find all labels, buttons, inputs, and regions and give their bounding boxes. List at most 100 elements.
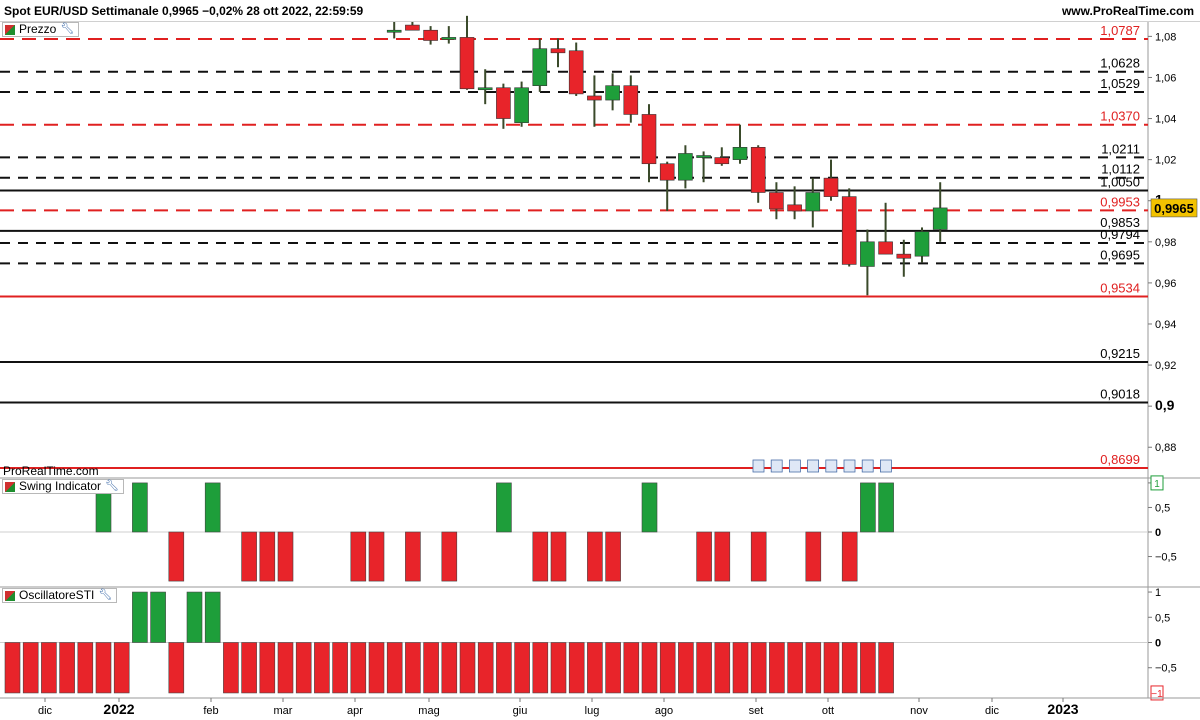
oscillator-bar: [878, 642, 894, 694]
price-panel-label: Prezzo: [19, 22, 57, 36]
oscillator-last-marker: [1150, 685, 1164, 701]
oscillator-panel-tab[interactable]: OscillatoreSTI 🔧︎: [2, 588, 118, 603]
level-label: 1,0370: [1100, 109, 1140, 124]
oscillator-bar: [223, 642, 239, 694]
candle-body-down: [769, 192, 784, 210]
y-tick-label: 0,9: [1155, 397, 1175, 413]
oscillator-panel-label: OscillatoreSTI: [19, 588, 95, 602]
wrench-icon[interactable]: 🔧︎: [60, 23, 75, 35]
oscillator-last-value: −1: [1151, 689, 1163, 700]
level-label: 0,9695: [1100, 247, 1140, 262]
oscillator-bar: [350, 642, 367, 694]
x-tick-label: ago: [655, 705, 673, 717]
oscillator-bar: [368, 642, 385, 694]
oscillator-y-tick-label: −0,5: [1155, 663, 1177, 675]
oscillator-bar: [641, 642, 658, 694]
wrench-icon[interactable]: 🔧︎: [105, 480, 120, 492]
oscillator-y-tick-label: 0: [1155, 638, 1161, 650]
swing-bar: [368, 531, 385, 582]
swing-bar: [878, 482, 894, 533]
candle: [459, 15, 475, 90]
site-link[interactable]: www.ProRealTime.com: [1061, 4, 1194, 18]
candle-body-up: [441, 37, 457, 40]
oscillator-bar: [550, 642, 567, 694]
oscillator-bar: [787, 642, 803, 694]
y-tick-label: 1,04: [1155, 114, 1176, 126]
swing-bar: [750, 531, 767, 582]
candle-body-down: [823, 177, 839, 197]
oscillator-bar: [568, 642, 585, 694]
candle-body-down: [787, 204, 802, 212]
oscillator-bar: [750, 642, 767, 694]
price-panel-tab[interactable]: Prezzo 🔧︎: [2, 22, 80, 37]
watermark: ProRealTime.com: [3, 464, 99, 478]
oscillator-bar: [678, 642, 694, 694]
oscillator-bar: [514, 642, 530, 694]
swing-bar: [641, 482, 658, 533]
candle-body-up: [732, 147, 748, 160]
candle-body-up: [805, 192, 821, 212]
candle: [860, 229, 875, 296]
wrench-icon[interactable]: 🔧︎: [98, 589, 113, 601]
candle: [477, 69, 493, 105]
candle-body-up: [477, 87, 493, 91]
candle-body-up: [914, 231, 930, 257]
oscillator-bar: [314, 642, 330, 694]
candle-body-up: [678, 153, 693, 181]
oscillator-bar: [587, 642, 603, 694]
candle-body-down: [496, 87, 511, 119]
candle-body-up: [932, 207, 948, 230]
news-icon: [807, 459, 819, 473]
candle: [696, 151, 711, 183]
candle: [641, 104, 657, 183]
swing-bar: [605, 531, 621, 582]
candle-body-down: [896, 253, 912, 259]
x-tick-label: dic: [985, 705, 1000, 717]
level-label: 0,9794: [1100, 227, 1140, 242]
y-tick-label: 1,06: [1155, 72, 1176, 84]
x-tick-label: giu: [513, 705, 528, 717]
swing-panel-label: Swing Indicator: [19, 479, 102, 493]
oscillator-y-tick-label: 0,5: [1155, 612, 1170, 624]
oscillator-bar: [860, 642, 876, 694]
swing-bar: [587, 531, 603, 582]
oscillator-bar: [113, 642, 130, 694]
candle: [678, 145, 693, 189]
oscillator-bar: [496, 642, 512, 694]
oscillator-bar: [696, 642, 712, 694]
swing-panel-tab[interactable]: Swing Indicator 🔧︎: [2, 479, 125, 494]
candle-body-down: [878, 241, 893, 255]
candle-body-down: [659, 163, 675, 181]
x-tick-label: 2022: [103, 701, 134, 717]
candle-body-up: [386, 29, 402, 33]
oscillator-bar: [459, 642, 476, 694]
plot-background: [0, 22, 1200, 720]
x-tick-label: 2023: [1047, 701, 1078, 717]
candle: [405, 22, 420, 31]
oscillator-bar: [841, 642, 858, 694]
candle-body-up: [605, 85, 620, 101]
candle-body-down: [423, 29, 438, 41]
candle: [496, 83, 511, 129]
candle: [605, 73, 620, 111]
oscillator-bar: [477, 642, 494, 694]
candle: [423, 26, 438, 45]
oscillator-bar: [95, 642, 112, 694]
oscillator-bar: [277, 642, 294, 694]
oscillator-bar: [441, 642, 458, 694]
oscillator-bar: [59, 642, 75, 694]
candle: [841, 188, 857, 267]
x-tick-label: dic: [38, 705, 53, 717]
oscillator-bar: [423, 642, 439, 694]
chart-title: Spot EUR/USD Settimanale 0,9965 −0,02% 2…: [4, 4, 364, 18]
level-label: 0,8699: [1100, 452, 1140, 467]
news-icon: [880, 459, 892, 473]
swing-bar: [277, 531, 294, 582]
level-label: 1,0112: [1101, 162, 1140, 177]
x-tick-label: mar: [274, 705, 293, 717]
oscillator-bar: [769, 642, 785, 694]
swing-bar: [132, 482, 148, 533]
candle: [386, 22, 402, 39]
